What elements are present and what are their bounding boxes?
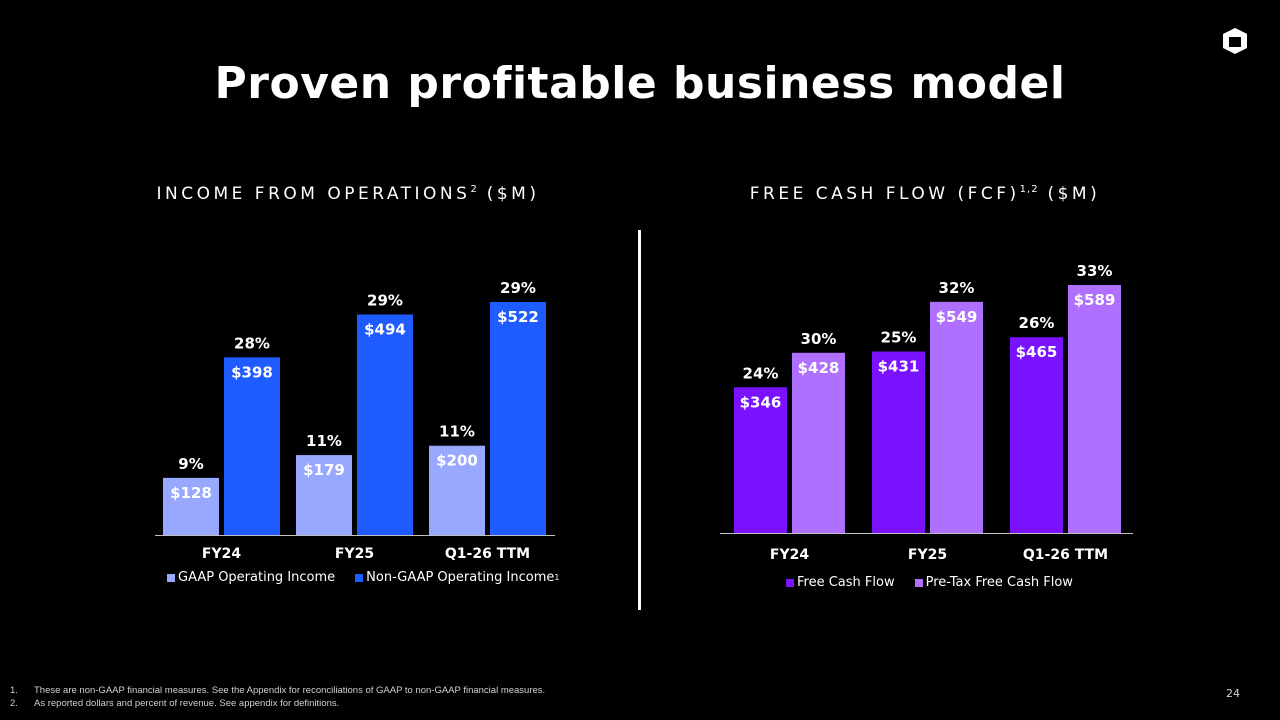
legend-swatch: [786, 578, 794, 587]
fcf-category-label: FY24: [770, 547, 809, 563]
income-category-label: FY25: [335, 546, 374, 562]
fcf-bar: [930, 301, 983, 533]
income-value-label: $522: [497, 308, 539, 326]
fcf-chart-title-sup: 1,2: [1019, 184, 1039, 195]
fcf-percent-label: 33%: [1077, 262, 1113, 280]
legend-swatch: [167, 573, 175, 582]
income-category-label: Q1-26 TTM: [445, 546, 530, 562]
page-number: 24: [1226, 687, 1240, 700]
income-percent-label: 11%: [306, 432, 342, 450]
income-percent-label: 11%: [439, 423, 475, 441]
fcf-bar: [792, 352, 845, 533]
fcf-percent-label: 30%: [801, 330, 837, 348]
fcf-value-label: $589: [1074, 291, 1116, 309]
fcf-category-label: Q1-26 TTM: [1023, 547, 1108, 563]
fcf-bar: [734, 387, 787, 533]
legend-item: GAAP Operating Income: [167, 570, 335, 585]
income-percent-label: 29%: [500, 279, 536, 297]
income-value-label: $398: [231, 363, 273, 381]
income-chart-title-sup: 2: [470, 184, 478, 195]
fcf-chart-legend: Free Cash Flow Pre-Tax Free Cash Flow: [786, 575, 1073, 590]
income-value-label: $128: [170, 484, 212, 502]
legend-item: Pre-Tax Free Cash Flow: [914, 575, 1073, 590]
legend-swatch: [914, 578, 923, 587]
footnote-number: 2.: [10, 698, 18, 709]
legend-label: Non-GAAP Operating Income: [366, 570, 555, 585]
fcf-value-label: $346: [740, 393, 782, 411]
fcf-bar: [872, 351, 925, 533]
income-value-label: $179: [303, 461, 345, 479]
legend-label: GAAP Operating Income: [178, 570, 336, 585]
legend-label: Pre-Tax Free Cash Flow: [925, 575, 1073, 590]
fcf-value-label: $465: [1016, 343, 1058, 361]
income-chart-heading: INCOME FROM OPERATIONS2 ($M): [138, 184, 558, 204]
fcf-value-label: $428: [798, 359, 840, 377]
fcf-value-label: $431: [878, 358, 920, 376]
fcf-chart-title-suffix: ($M): [1038, 184, 1101, 204]
income-percent-label: 29%: [367, 291, 403, 309]
footnotes: 1. These are non-GAAP financial measures.…: [10, 684, 545, 710]
fcf-chart-title: FREE CASH FLOW (FCF): [749, 184, 1020, 204]
page-title: Proven profitable business model: [214, 58, 1066, 109]
legend-item: Free Cash Flow: [786, 575, 895, 590]
income-chart-title: INCOME FROM OPERATIONS: [156, 184, 471, 204]
income-category-label: FY24: [202, 546, 241, 562]
footnote-1: 1. These are non-GAAP financial measures.…: [10, 684, 545, 697]
fcf-value-label: $549: [936, 308, 978, 326]
fcf-percent-label: 26%: [1019, 314, 1055, 332]
footnote-2: 2. As reported dollars and percent of rev…: [10, 697, 545, 710]
legend-swatch: [355, 573, 364, 582]
legend-label: Free Cash Flow: [797, 575, 895, 590]
income-percent-label: 9%: [178, 455, 203, 473]
chart-divider: [638, 230, 641, 610]
fcf-percent-label: 32%: [939, 279, 975, 297]
income-bar: [163, 477, 219, 535]
income-bar: [296, 455, 352, 535]
legend-item: Non-GAAP Operating Income 1: [355, 570, 560, 585]
fcf-category-label: FY25: [908, 547, 947, 563]
income-chart-legend: GAAP Operating Income Non-GAAP Operating …: [167, 570, 560, 585]
income-value-label: $200: [436, 452, 478, 470]
fcf-bar: [1068, 285, 1121, 533]
fcf-chart-heading: FREE CASH FLOW (FCF)1,2 ($M): [720, 184, 1130, 204]
income-percent-label: 28%: [234, 334, 270, 352]
income-bar: [224, 357, 280, 535]
footnote-text: These are non-GAAP financial measures. S…: [34, 685, 546, 696]
income-bar: [490, 302, 546, 535]
legend-label-sup: 1: [554, 573, 560, 582]
fcf-percent-label: 24%: [743, 364, 779, 382]
income-bar: [429, 445, 485, 535]
income-value-label: $494: [364, 320, 406, 338]
income-bar: [357, 314, 413, 535]
fcf-percent-label: 25%: [881, 329, 917, 347]
company-logo-icon: [1223, 28, 1247, 54]
footnote-number: 1.: [10, 685, 18, 696]
footnote-text: As reported dollars and percent of reven…: [34, 698, 340, 709]
income-chart-title-suffix: ($M): [477, 184, 540, 204]
fcf-bar: [1010, 337, 1063, 533]
